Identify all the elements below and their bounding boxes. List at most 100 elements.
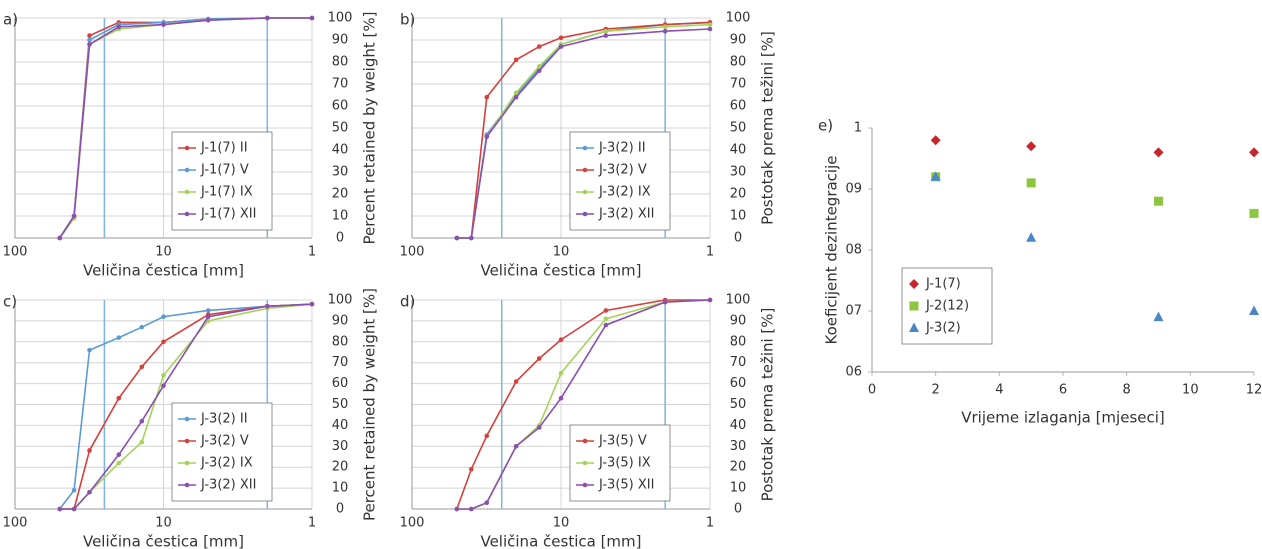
marker: [909, 279, 919, 289]
marker: [930, 135, 941, 146]
panel: 0 10 20 30 40 50 60 70 80 90 100 100 10 1 c) Veličina č…: [3, 288, 379, 549]
y-axis-title: Postotak prema težini [%]: [759, 31, 777, 225]
y-tick-label: 10: [332, 481, 349, 496]
legend-label: J-1(7) V: [200, 163, 249, 178]
marker: [205, 314, 211, 320]
x-tick-label: 10: [155, 516, 172, 531]
y-tick-label: 60: [730, 376, 747, 391]
marker: [603, 28, 609, 34]
panel-label: c): [3, 293, 17, 311]
marker: [536, 425, 542, 430]
x-tick-label: 10: [553, 516, 570, 531]
y-axis-title: Koeficijent dezintegracije: [823, 155, 841, 344]
y-tick-label: 70: [730, 77, 747, 92]
y-tick-label: 40: [332, 143, 349, 158]
marker: [582, 189, 588, 195]
y-tick-label: 30: [730, 439, 747, 454]
panel: 0 10 20 30 40 50 60 70 80 90 100 100 10 1 a) Veličina č…: [3, 11, 379, 280]
legend-label: J-3(2) V: [598, 163, 647, 178]
marker: [71, 506, 77, 512]
marker: [707, 297, 713, 303]
x-axis-title: Veličina čestica [mm]: [480, 262, 641, 280]
y-tick-label: 10: [730, 209, 747, 224]
marker: [184, 189, 190, 195]
marker: [909, 301, 919, 311]
legend-label: J-3(2) XII: [200, 478, 256, 493]
marker: [161, 339, 166, 345]
legend-label: J-3(2) II: [200, 412, 248, 427]
marker: [513, 57, 519, 63]
legend-label: J-1(7): [925, 277, 961, 292]
y-tick-label: 100: [328, 293, 353, 308]
marker: [454, 235, 460, 241]
marker: [558, 35, 564, 41]
marker: [582, 460, 588, 466]
legend: J-3(5) V J-3(5) IX J-3(5) XII: [569, 424, 671, 502]
x-tick-label: 1: [706, 516, 714, 531]
marker: [582, 145, 588, 151]
y-tick-label: 60: [332, 99, 349, 114]
marker: [184, 167, 190, 173]
legend-label: J-3(5) XII: [598, 478, 654, 493]
marker: [468, 235, 474, 241]
marker: [662, 28, 668, 34]
marker: [513, 379, 519, 384]
marker: [582, 438, 588, 444]
marker: [161, 22, 166, 27]
y-axis-title: Percent retained by weight [%]: [361, 11, 379, 244]
y-tick-label: 80: [332, 334, 349, 349]
marker: [205, 17, 211, 23]
y-tick-label: 0: [336, 502, 344, 517]
y-tick-label: 0: [336, 231, 344, 246]
legend-label: J-3(2) V: [200, 434, 249, 449]
y-tick-label: 100: [726, 293, 751, 308]
marker: [603, 316, 609, 322]
y-tick-label: 20: [332, 460, 349, 475]
marker: [309, 301, 315, 307]
y-tick-label: 40: [730, 143, 747, 158]
y-tick-label: 10: [730, 481, 747, 496]
legend: J-3(2) II J-3(2) V J-3(2) IX J-3(2) XII: [171, 402, 273, 502]
y-tick-label: 07: [845, 304, 862, 319]
marker: [558, 370, 564, 376]
y-tick-label: 10: [332, 209, 349, 224]
marker: [184, 460, 190, 466]
marker: [184, 211, 190, 217]
marker: [116, 395, 122, 401]
marker: [468, 506, 474, 512]
x-axis-title: Veličina čestica [mm]: [480, 533, 641, 549]
y-tick-label: 20: [730, 187, 747, 202]
marker: [161, 314, 166, 320]
y-tick-label: 30: [332, 165, 349, 180]
legend-label: J-1(7) XII: [200, 207, 256, 222]
marker: [468, 466, 474, 472]
y-tick-label: 80: [730, 55, 747, 70]
marker: [536, 356, 542, 361]
y-axis-title: Percent retained by weight [%]: [361, 288, 379, 521]
legend-label: J-2(12): [925, 299, 969, 314]
marker: [57, 235, 63, 241]
marker: [87, 42, 92, 47]
y-tick-label: 70: [332, 355, 349, 370]
marker: [139, 364, 145, 370]
marker: [184, 145, 190, 151]
x-axis-title: Veličina čestica [mm]: [83, 533, 244, 549]
legend: J-1(7) II J-1(7) V J-1(7) IX J-1(7) XII: [171, 131, 273, 231]
y-tick-label: 60: [332, 376, 349, 391]
y-tick-label: 80: [332, 55, 349, 70]
x-tick-label: 4: [995, 383, 1003, 398]
marker: [1153, 311, 1164, 322]
marker: [484, 433, 490, 439]
legend-label: J-3(5) V: [598, 434, 647, 449]
marker: [513, 444, 519, 449]
panel: 0 10 20 30 40 50 60 70 80 90 100 100 10 1 d) Veličina č…: [400, 293, 777, 549]
marker: [116, 452, 122, 457]
marker: [1026, 178, 1036, 188]
panel-label: b): [400, 11, 415, 29]
marker: [87, 37, 92, 43]
y-tick-label: 80: [730, 334, 747, 349]
marker: [603, 33, 609, 38]
marker: [161, 372, 166, 378]
marker: [57, 506, 63, 512]
